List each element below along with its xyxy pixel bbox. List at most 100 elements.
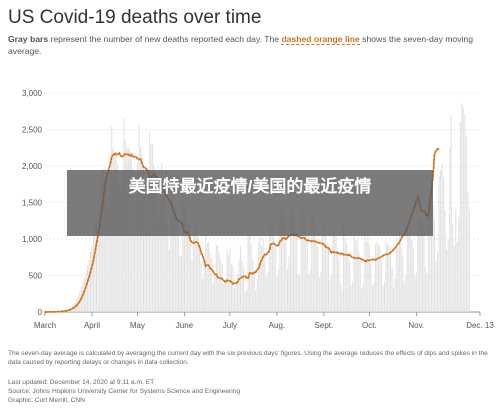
- daily-death-bar: [380, 260, 383, 312]
- daily-death-bar: [383, 281, 386, 312]
- daily-death-bar: [358, 251, 360, 312]
- source-credit: Source: Johns Hopkins University Center …: [8, 388, 240, 395]
- daily-death-bar: [312, 215, 314, 312]
- x-tick-label: July: [223, 321, 237, 330]
- daily-death-bar: [464, 114, 466, 313]
- daily-death-bar: [264, 252, 266, 312]
- daily-death-bar: [253, 269, 255, 312]
- daily-death-bar: [244, 292, 246, 312]
- daily-death-bar: [88, 259, 90, 312]
- daily-death-bar: [291, 207, 293, 312]
- daily-death-bar: [320, 271, 322, 312]
- daily-death-bar: [385, 241, 387, 312]
- daily-death-bar: [314, 225, 316, 312]
- daily-death-bar: [386, 244, 389, 312]
- chart-title: US Covid-19 deaths over time: [8, 7, 262, 28]
- daily-death-bar: [388, 244, 390, 312]
- daily-death-bar: [409, 229, 411, 312]
- daily-death-bar: [279, 213, 281, 312]
- daily-death-bar: [133, 196, 135, 312]
- daily-death-bar: [86, 265, 88, 312]
- daily-death-bar: [74, 302, 76, 312]
- daily-death-bar: [85, 271, 87, 312]
- daily-death-bar: [327, 247, 329, 312]
- daily-death-bar: [288, 256, 290, 312]
- seven-day-average-line: [44, 147, 441, 313]
- daily-death-bar: [217, 246, 219, 312]
- daily-death-bar: [95, 220, 98, 312]
- y-tick-label: 500: [29, 272, 43, 281]
- x-tick-label: Dec. 13: [466, 321, 494, 330]
- daily-death-bar: [452, 224, 454, 312]
- daily-death-bar: [197, 237, 199, 312]
- daily-death-bar: [268, 222, 270, 312]
- x-tick-label: April: [84, 321, 100, 330]
- daily-death-bar: [83, 276, 85, 312]
- daily-death-bar: [170, 214, 172, 312]
- daily-death-bar: [379, 247, 381, 312]
- daily-death-bar: [332, 228, 334, 312]
- daily-death-bar: [185, 217, 187, 312]
- daily-death-bar: [147, 194, 149, 312]
- daily-death-bar: [293, 214, 295, 312]
- daily-death-bar: [306, 240, 308, 312]
- daily-death-bar: [156, 196, 158, 312]
- daily-death-bar: [205, 235, 207, 312]
- daily-death-bar: [344, 239, 346, 312]
- daily-death-bar: [449, 147, 451, 312]
- daily-death-bar: [305, 233, 307, 312]
- daily-death-bar: [158, 217, 160, 312]
- daily-death-bar: [168, 249, 170, 312]
- daily-death-bar: [274, 246, 276, 312]
- daily-death-bar: [246, 290, 248, 312]
- daily-death-bar: [424, 266, 426, 312]
- daily-death-bar: [340, 282, 342, 312]
- subtitle-text-1: represent the number of new deaths repor…: [48, 34, 282, 44]
- daily-death-bar: [250, 244, 252, 312]
- daily-death-bar: [362, 282, 364, 312]
- daily-death-bar: [258, 242, 260, 312]
- daily-death-bar: [441, 163, 443, 312]
- daily-death-bar: [421, 220, 423, 312]
- daily-death-bar: [196, 233, 198, 312]
- daily-death-bar: [396, 237, 398, 312]
- daily-death-bar: [433, 219, 436, 312]
- daily-death-bar: [353, 233, 355, 312]
- daily-death-bar: [183, 208, 185, 312]
- daily-death-bar: [443, 176, 445, 312]
- daily-death-bar: [467, 191, 469, 312]
- daily-death-bar: [355, 240, 357, 312]
- daily-death-bar: [430, 187, 433, 312]
- daily-death-bar: [120, 190, 122, 312]
- daily-death-bar: [364, 228, 366, 312]
- daily-death-bar: [211, 257, 213, 312]
- daily-death-bar: [223, 284, 225, 312]
- daily-death-bar: [218, 253, 220, 312]
- daily-death-bar: [352, 281, 354, 312]
- daily-death-bar: [323, 221, 325, 312]
- daily-death-bar: [209, 253, 211, 312]
- graphic-credit: Graphic: Curt Merrill, CNN: [8, 397, 85, 404]
- daily-death-bar: [303, 220, 305, 312]
- daily-death-bar: [367, 234, 369, 312]
- daily-death-bar: [286, 268, 289, 312]
- daily-death-bar: [315, 239, 317, 312]
- daily-death-bar: [233, 287, 236, 312]
- daily-death-bar: [349, 260, 351, 312]
- daily-death-bar: [297, 273, 299, 312]
- daily-death-bar: [402, 255, 404, 312]
- daily-death-bar: [136, 162, 139, 312]
- daily-death-bar: [142, 166, 145, 312]
- daily-death-bar: [174, 207, 176, 312]
- daily-death-bar: [455, 209, 457, 312]
- daily-death-bar: [224, 282, 226, 312]
- daily-death-bar: [446, 249, 448, 312]
- daily-death-bar: [330, 275, 333, 312]
- daily-death-bar: [280, 212, 282, 312]
- daily-death-bar: [255, 290, 257, 312]
- daily-death-bar: [192, 235, 195, 312]
- daily-death-bar: [212, 282, 214, 312]
- daily-death-bar: [162, 176, 164, 312]
- daily-death-bar: [229, 247, 231, 312]
- daily-death-bar: [186, 236, 189, 312]
